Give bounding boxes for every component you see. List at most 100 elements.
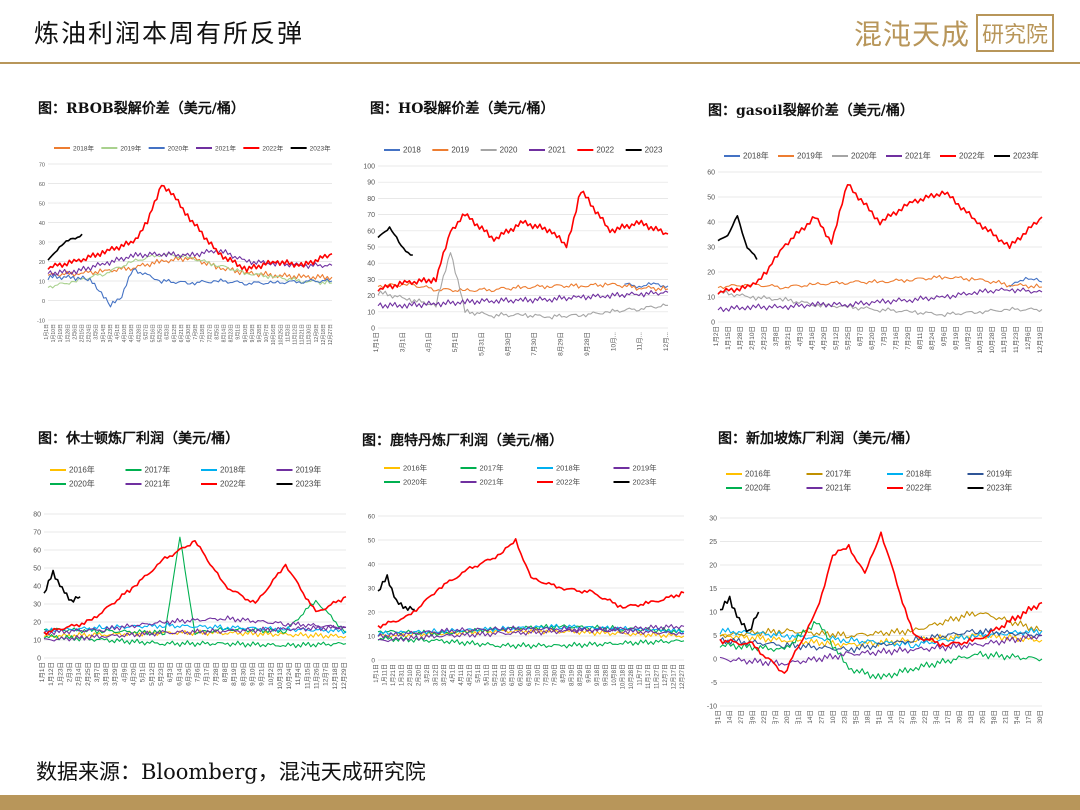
- x-tick-label: 7月1日: [875, 710, 883, 724]
- x-tick-label: 2月20日: [416, 664, 423, 686]
- series-line-2022: [43, 540, 347, 636]
- x-tick-label: 9月28日: [583, 332, 591, 356]
- legend-item: 2020年: [384, 477, 428, 487]
- legend-label: 2020年: [851, 151, 877, 161]
- x-tick-label: 5月1日: [451, 332, 459, 352]
- x-tick-label: 5月21日: [492, 664, 499, 686]
- y-tick-label: 20: [368, 610, 376, 617]
- y-tick-label: 20: [39, 260, 45, 266]
- legend-item: 2020年: [148, 144, 189, 153]
- logo-box-text: 研究院: [975, 14, 1054, 52]
- x-tick-label: 12月18日: [331, 662, 339, 689]
- legend-item: 2019年: [276, 465, 321, 475]
- x-tick-label: 5月1日: [139, 662, 147, 682]
- x-tick-label: 3月29日: [111, 662, 119, 686]
- x-tick-label: 2月23日: [760, 326, 768, 350]
- x-tick-label: 12月...: [662, 332, 670, 351]
- x-tick-label: 12月6日: [1024, 326, 1032, 350]
- legend-item: 2018年: [887, 469, 932, 479]
- x-tick-label: 3月5日: [94, 324, 100, 340]
- y-tick-label: 70: [367, 212, 375, 219]
- series-line-2020: [47, 268, 333, 308]
- legend-item: 2021: [529, 146, 566, 155]
- x-tick-label: 10月25日: [278, 324, 284, 345]
- y-tick-label: 30: [709, 516, 717, 523]
- legend-item: 2022年: [537, 477, 581, 487]
- x-tick-label: 8月24日: [928, 326, 936, 350]
- y-tick-label: 50: [39, 202, 45, 208]
- x-tick-label: 3月23日: [108, 324, 114, 342]
- x-tick-label: 10月2日: [267, 662, 275, 686]
- x-tick-label: 6月14日: [175, 662, 183, 686]
- legend-label: 2020: [500, 146, 518, 155]
- legend-label: 2016年: [403, 463, 428, 473]
- x-tick-label: 5月10日: [829, 710, 837, 724]
- x-tick-label: 9月30日: [956, 710, 964, 724]
- x-tick-label: 9月6日: [940, 326, 948, 346]
- legend-label: 2022年: [906, 483, 932, 493]
- x-tick-label: 8月11日: [916, 326, 924, 349]
- x-tick-label: 3月20日: [783, 710, 791, 724]
- y-tick-label: 40: [368, 562, 376, 569]
- x-tick-label: 6月3日: [166, 662, 174, 682]
- x-tick-label: 1月28日: [65, 324, 71, 342]
- chart-caption-rbob: 图：RBOB裂解价差（美元/桶）: [38, 101, 245, 117]
- x-tick-label: 6月3日: [165, 324, 171, 340]
- x-tick-label: 5月25日: [844, 326, 852, 350]
- x-tick-label: 5月7日: [143, 324, 149, 340]
- y-tick-label: 10: [367, 309, 375, 316]
- legend-label: 2018年: [556, 463, 581, 473]
- x-tick-label: 3月7日: [772, 710, 780, 724]
- y-tick-label: 20: [33, 620, 41, 627]
- y-tick-label: -10: [707, 704, 717, 711]
- y-tick-label: 30: [39, 241, 45, 247]
- x-tick-label: 5月23日: [157, 662, 165, 686]
- y-tick-label: 60: [707, 170, 715, 177]
- x-tick-label: 11月4日: [294, 662, 302, 685]
- legend-item: 2019年: [613, 463, 657, 473]
- legend-item: 2016年: [726, 469, 771, 479]
- legend-item: 2019年: [967, 469, 1012, 479]
- series-line-2022: [377, 538, 685, 629]
- x-tick-label: 3月8日: [772, 326, 780, 346]
- legend-item: 2022年: [243, 144, 284, 153]
- x-tick-label: 4月20日: [130, 662, 138, 686]
- x-tick-label: 11月15日: [303, 662, 311, 689]
- x-tick-label: 7月28日: [212, 662, 220, 686]
- legend-label: 2020年: [403, 477, 428, 487]
- legend-item: 2023年: [276, 479, 321, 489]
- chart-caption-rotterdam: 图：鹿特丹炼厂利润（美元/桶）: [362, 433, 564, 449]
- y-tick-label: 60: [367, 228, 375, 235]
- series-line-2021: [47, 248, 333, 276]
- legend-label: 2022: [596, 146, 614, 155]
- legend-item: 2018年: [201, 465, 246, 475]
- x-tick-label: 3月18日: [102, 662, 110, 686]
- y-tick-label: 15: [709, 586, 717, 593]
- x-tick-label: 5月31日: [477, 332, 485, 356]
- x-tick-label: 12月30日: [1036, 710, 1044, 724]
- y-tick-label: 40: [367, 261, 375, 268]
- legend-item: 2023: [625, 146, 663, 155]
- legend-label: 2022年: [556, 477, 581, 487]
- y-tick-label: 10: [709, 610, 717, 617]
- x-tick-label: 8月29日: [557, 332, 565, 356]
- x-tick-label: 8月19日: [569, 664, 576, 686]
- x-tick-label: 7月30日: [530, 332, 538, 356]
- logo-main-text: 混沌天成: [853, 18, 970, 51]
- legend-item: 2022年: [887, 483, 932, 493]
- legend-label: 2023: [645, 146, 663, 155]
- y-tick-label: 0: [371, 658, 375, 665]
- legend-item: 2021年: [125, 479, 171, 489]
- series-line-2021: [377, 624, 685, 643]
- legend-item: 2018: [384, 146, 421, 155]
- legend-label: 2021年: [145, 479, 171, 489]
- x-tick-label: 5月16日: [151, 324, 157, 342]
- title-divider: [0, 62, 1080, 64]
- x-tick-label: 10月15日: [976, 326, 984, 353]
- y-tick-label: 10: [707, 295, 715, 302]
- y-tick-label: 80: [33, 512, 41, 519]
- x-tick-label: 2月25日: [84, 662, 92, 686]
- y-tick-label: 0: [713, 657, 717, 664]
- x-tick-label: 6月20日: [868, 326, 876, 350]
- x-tick-label: 1月27日: [737, 710, 745, 724]
